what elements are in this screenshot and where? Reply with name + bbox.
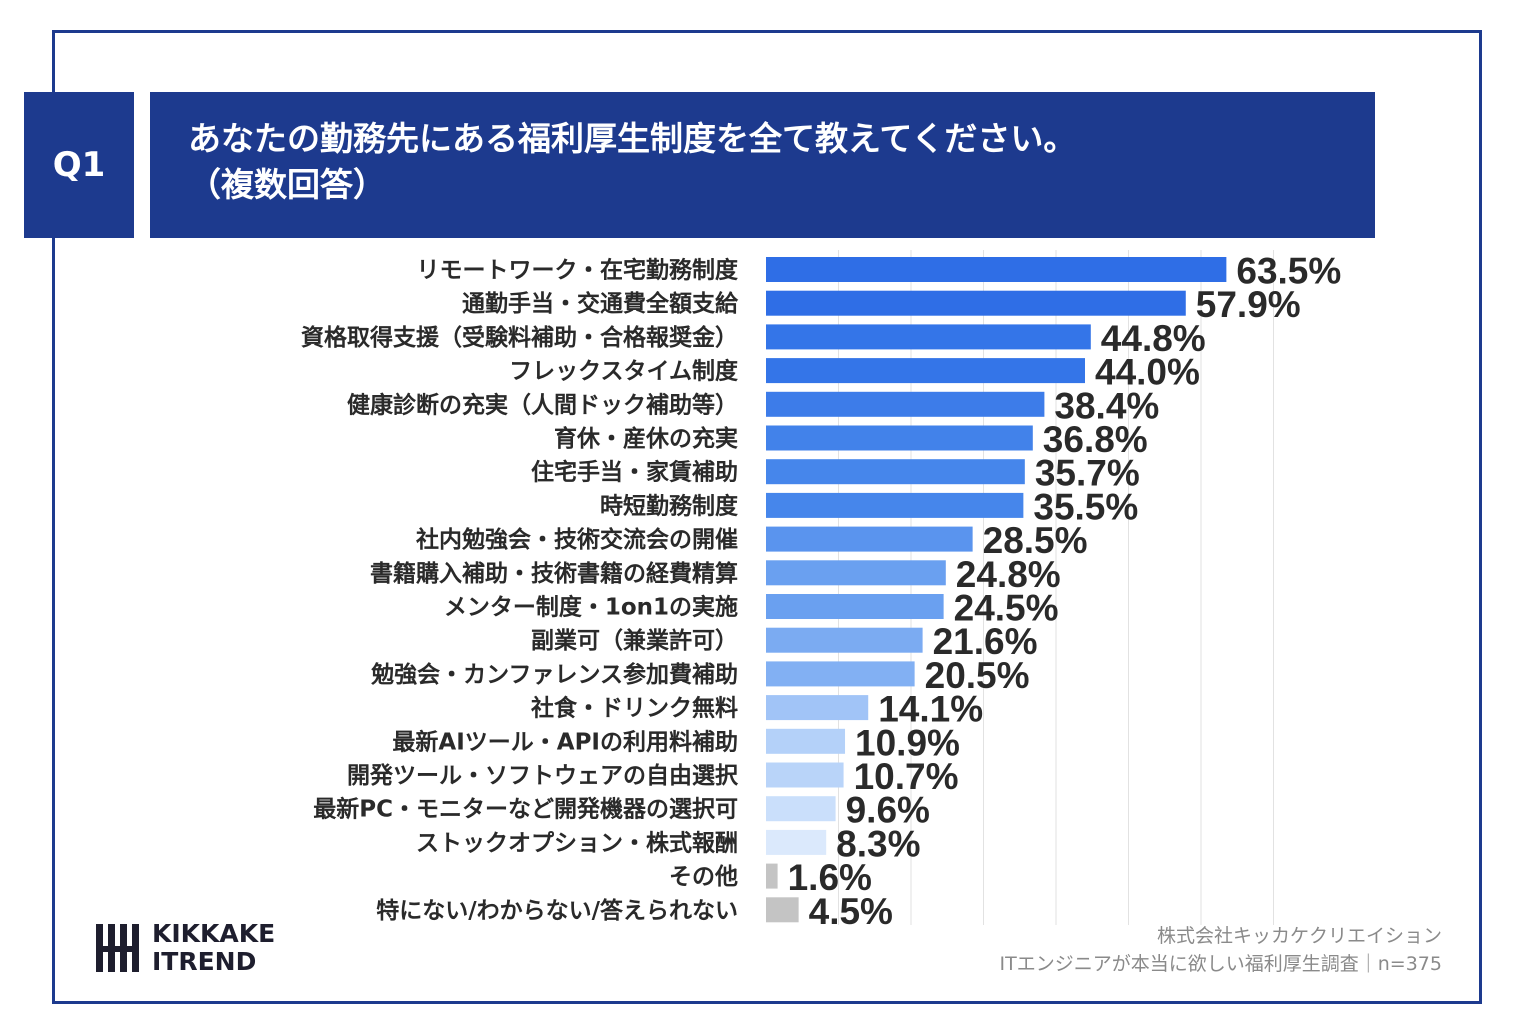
value-label: 44.0% [1095,352,1200,393]
bar [766,863,778,889]
category-label: 最新PC・モニターなど開発機器の選択可 [313,796,738,823]
bar [766,425,1033,451]
value-label: 57.9% [1196,284,1301,325]
category-label: ストックオプション・株式報酬 [416,829,738,856]
bar [766,560,946,586]
category-label: 社食・ドリンク無料 [531,695,738,722]
bar [766,594,944,619]
category-label: 通勤手当・交通費全額支給 [462,290,739,317]
bar [766,796,836,822]
bar [766,391,1045,417]
value-label: 38.4% [1054,385,1159,426]
category-label: 時短勤務制度 [600,492,739,519]
bar [766,762,844,788]
value-label: 21.6% [933,621,1038,662]
bar [766,627,923,653]
value-label: 24.5% [954,588,1059,629]
category-label: 特にない/わからない/答えられない [376,897,738,924]
value-label: 35.7% [1035,453,1140,494]
question-badge: Q1 [24,92,134,238]
category-label: 育休・産休の充実 [554,425,738,452]
kikkake-itrend-logo: KIKKAKE ITREND [94,920,284,980]
logo-text-line1: KIKKAKE [152,919,276,948]
value-label: 14.1% [878,689,983,730]
category-label: 社内勉強会・技術交流会の開催 [416,526,738,553]
question-title-line2: （複数回答） [188,165,386,204]
category-label: リモートワーク・在宅勤務制度 [416,257,739,284]
value-label: 35.5% [1033,486,1138,527]
value-label: 4.5% [809,891,893,932]
category-label: 副業可（兼業許可） [531,627,738,654]
bar [766,290,1186,316]
source-credit: 株式会社キッカケクリエイション ITエンジニアが本当に欲しい福利厚生調査｜n=3… [1000,922,1442,978]
value-label: 10.7% [854,756,959,797]
chart-frame [52,30,1482,1004]
value-label: 9.6% [846,790,930,831]
category-label: 書籍購入補助・技術書籍の経費精算 [370,560,738,587]
bar [766,492,1024,518]
bar [766,829,827,855]
category-label: フレックスタイム制度 [509,358,739,385]
question-number: Q1 [52,145,106,185]
bar [766,324,1091,350]
value-label: 63.5% [1236,251,1341,292]
source-survey: ITエンジニアが本当に欲しい福利厚生調査｜n=375 [999,953,1442,975]
value-label: 1.6% [788,857,872,898]
bar [766,695,869,721]
bar [766,661,915,687]
logo-mark-icon [96,924,139,972]
category-label: 住宅手当・家賃補助 [531,459,738,486]
category-label: 健康診断の充実（人間ドック補助等） [347,391,738,418]
value-label: 20.5% [925,655,1030,696]
bar [766,728,846,754]
category-label: メンター制度・1on1の実施 [444,594,738,621]
value-label: 28.5% [983,520,1088,561]
category-label: 勉強会・カンファレンス参加費補助 [370,661,738,688]
bar [766,459,1025,485]
question-title: あなたの勤務先にある福利厚生制度を全て教えてください。 （複数回答） [150,92,1375,238]
value-label: 8.3% [836,823,920,864]
value-label: 36.8% [1043,419,1148,460]
bar [766,358,1085,384]
value-label: 10.9% [855,722,960,763]
logo-text-line2: ITREND [152,947,257,976]
bar [766,257,1227,282]
category-label: 資格取得支援（受験料補助・合格報奨金） [301,324,738,351]
logo-text: KIKKAKE ITREND [152,920,275,976]
category-label: 最新AIツール・APIの利用料補助 [392,728,738,755]
value-label: 44.8% [1101,318,1206,359]
source-company: 株式会社キッカケクリエイション [1156,925,1442,947]
question-title-line1: あなたの勤務先にある福利厚生制度を全て教えてください。 [188,119,1077,158]
value-label: 24.8% [956,554,1061,595]
bar [766,526,973,552]
bar [766,897,799,923]
category-label: その他 [669,864,738,890]
category-label: 開発ツール・ソフトウェアの自由選択 [347,762,739,789]
